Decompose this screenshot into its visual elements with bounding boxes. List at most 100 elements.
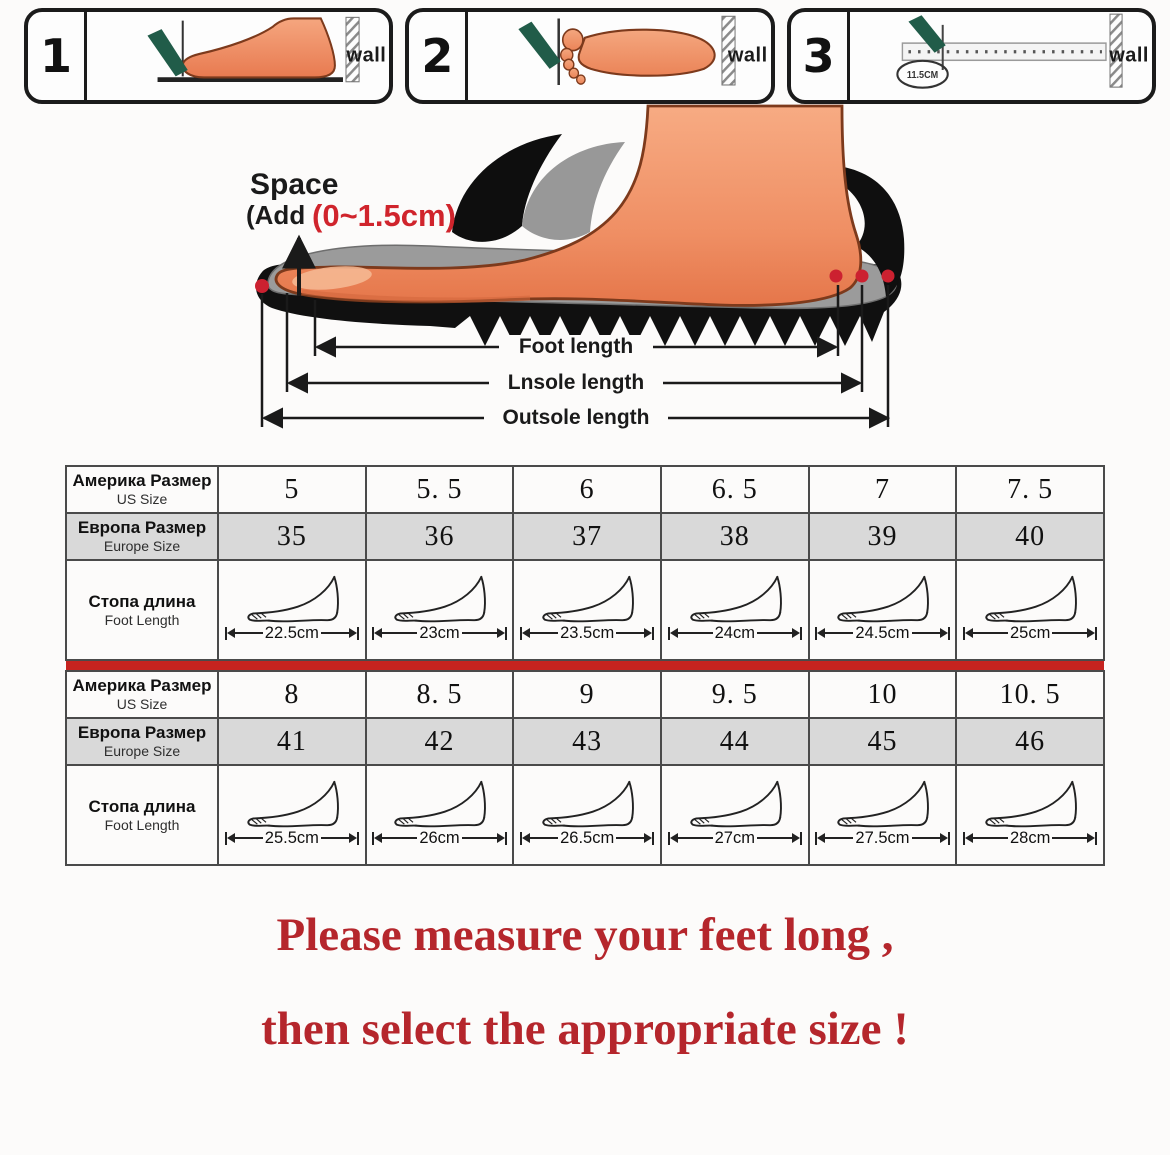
- eu-size-value: 46: [955, 717, 1105, 766]
- ruler-circled-value: 11.5CM: [907, 70, 938, 80]
- foot-sketch-icon: [247, 780, 339, 827]
- panel-3-illustration: 11.5CM wall: [850, 12, 1152, 100]
- eu-size-value: 40: [955, 512, 1105, 561]
- space-label: Space: [250, 168, 338, 201]
- foot-length-cm: 26.5cm: [560, 828, 615, 847]
- us-size-value: 6: [512, 465, 662, 514]
- foot-length-header-ru: Стопа длина: [88, 591, 196, 611]
- foot-sketch-icon: [985, 780, 1078, 827]
- us-size-header-en: US Size: [116, 491, 168, 507]
- us-size-value: 6. 5: [659, 465, 810, 514]
- eu-size-value: 41: [217, 717, 367, 766]
- eu-size-header-ru: Европа Размер: [77, 518, 207, 537]
- eu-size-value: 43: [512, 717, 662, 766]
- foot-on-sole-diagram: Space (Add (0~1.5cm) Foot length Lnsole …: [246, 104, 905, 429]
- size-table: Америка Размер US Size 5 5. 5 6 6. 5 7 7…: [65, 465, 1105, 866]
- foot-length-label: Foot length: [519, 335, 633, 358]
- us-size-value: 9. 5: [659, 670, 810, 719]
- howto-panel-1: 1 wall: [24, 8, 394, 104]
- dimension-arrows: Foot length Lnsole length Outsole length: [261, 335, 891, 429]
- foot-top-measure-icon: [518, 15, 736, 86]
- eu-size-value: 37: [512, 512, 662, 561]
- us-size-header-ru: Америка Размер: [72, 471, 212, 490]
- foot-sketch-icon: [837, 575, 930, 622]
- us-size-value: 7: [807, 465, 958, 514]
- panel-3-number: 3: [791, 12, 850, 100]
- eu-size-value: 36: [364, 512, 515, 561]
- foot-sketch-icon: [542, 780, 635, 827]
- panel-1-number: 1: [28, 12, 87, 100]
- eu-size-value: 45: [807, 717, 958, 766]
- howto-panel-2: 2 wall: [405, 8, 775, 104]
- space-add-label: (Add: [246, 200, 305, 230]
- foot-sketch-icon: [690, 575, 782, 622]
- panel-2-illustration: wall: [468, 12, 770, 100]
- foot-length-cm: 24cm: [714, 623, 755, 642]
- table-row-footlength-1: Стопа длина Foot Length 22.5cm 23cm: [65, 559, 1105, 661]
- us-size-value: 10: [807, 670, 958, 719]
- foot-sketch-icon: [542, 575, 635, 622]
- foot-length-cm: 27.5cm: [855, 828, 910, 847]
- panel-3-wall-label: wall: [1109, 44, 1149, 67]
- eu-size-header-ru: Европа Размер: [77, 723, 207, 742]
- howto-panel-3: 3 11.5CM wall: [786, 8, 1156, 104]
- foot-sketch-icon: [985, 575, 1078, 622]
- foot-sketch-icon: [247, 575, 339, 622]
- us-size-value: 5. 5: [364, 465, 515, 514]
- eu-size-header-en: Europe Size: [103, 743, 181, 759]
- table-row-footlength-2: Стопа длина Foot Length 25.5cm 26cm: [65, 764, 1105, 866]
- footer-instruction-line1: Please measure your feet long ,: [276, 909, 894, 961]
- foot-length-cm: 25cm: [1009, 623, 1051, 642]
- us-size-header-en: US Size: [116, 696, 168, 712]
- measuring-diagram: Space (Add (0~1.5cm) Foot length Lnsole …: [0, 104, 1170, 449]
- foot-length-cm: 23.5cm: [560, 623, 615, 642]
- us-size-value: 10. 5: [955, 670, 1105, 719]
- foot-length-cm: 24.5cm: [855, 623, 910, 642]
- foot-length-cm: 22.5cm: [264, 623, 319, 642]
- outsole-length-label: Outsole length: [503, 406, 650, 429]
- us-size-header-ru: Америка Размер: [72, 676, 212, 695]
- panel-2-number: 2: [409, 12, 469, 100]
- foot-length-cm: 26cm: [419, 828, 460, 847]
- howto-panels-row: 1 wall 2: [0, 0, 1170, 104]
- table-row-us-1: Америка Размер US Size 5 5. 5 6 6. 5 7 7…: [65, 465, 1105, 514]
- panel-2-wall-label: wall: [727, 44, 768, 67]
- eu-size-header-en: Europe Size: [103, 538, 181, 554]
- heel-counter-shape: [838, 166, 905, 297]
- foot-length-cm: 25.5cm: [264, 828, 319, 847]
- us-size-value: 8: [217, 670, 367, 719]
- panel-1-illustration: wall: [87, 12, 389, 100]
- table-row-us-2: Америка Размер US Size 8 8. 5 9 9. 5 10 …: [65, 670, 1105, 719]
- us-size-value: 5: [217, 465, 367, 514]
- eu-size-value: 39: [807, 512, 958, 561]
- panel-1-wall-label: wall: [346, 44, 387, 67]
- space-annotation: Space (Add (0~1.5cm): [246, 168, 456, 296]
- shoe-collar-shapes: [452, 134, 625, 242]
- insole-length-label: Lnsole length: [508, 371, 645, 394]
- us-size-value: 7. 5: [955, 465, 1105, 514]
- eu-size-value: 42: [364, 717, 515, 766]
- foot-length-header-en: Foot Length: [104, 611, 180, 628]
- reference-dots: [255, 269, 895, 293]
- ruler-measure-icon: 11.5CM: [896, 13, 1123, 89]
- foot-length-header-ru: Стопа длина: [88, 796, 196, 816]
- foot-side-measure-icon: [147, 16, 360, 83]
- foot-length-cm: 27cm: [714, 828, 755, 847]
- table-red-divider: [66, 659, 1104, 672]
- eu-size-value: 38: [659, 512, 810, 561]
- foot-length-cm: 23cm: [419, 623, 460, 642]
- foot-sketch-icon: [837, 780, 930, 827]
- eu-size-value: 44: [659, 717, 810, 766]
- footer-instruction-line2: then select the appropriate size !: [261, 1003, 909, 1055]
- foot-sketch-icon: [394, 575, 487, 622]
- foot-illustration: [274, 104, 863, 307]
- space-add-value: (0~1.5cm): [312, 198, 456, 233]
- foot-sketch-icon: [690, 780, 782, 827]
- foot-length-header-en: Foot Length: [104, 816, 180, 833]
- foot-length-cm: 28cm: [1009, 828, 1051, 847]
- foot-sketch-icon: [394, 780, 487, 827]
- eu-size-value: 35: [217, 512, 367, 561]
- us-size-value: 9: [512, 670, 662, 719]
- table-row-eu-1: Европа Размер Europe Size 35 36 37 38 39…: [65, 512, 1105, 561]
- table-row-eu-2: Европа Размер Europe Size 41 42 43 44 45…: [65, 717, 1105, 766]
